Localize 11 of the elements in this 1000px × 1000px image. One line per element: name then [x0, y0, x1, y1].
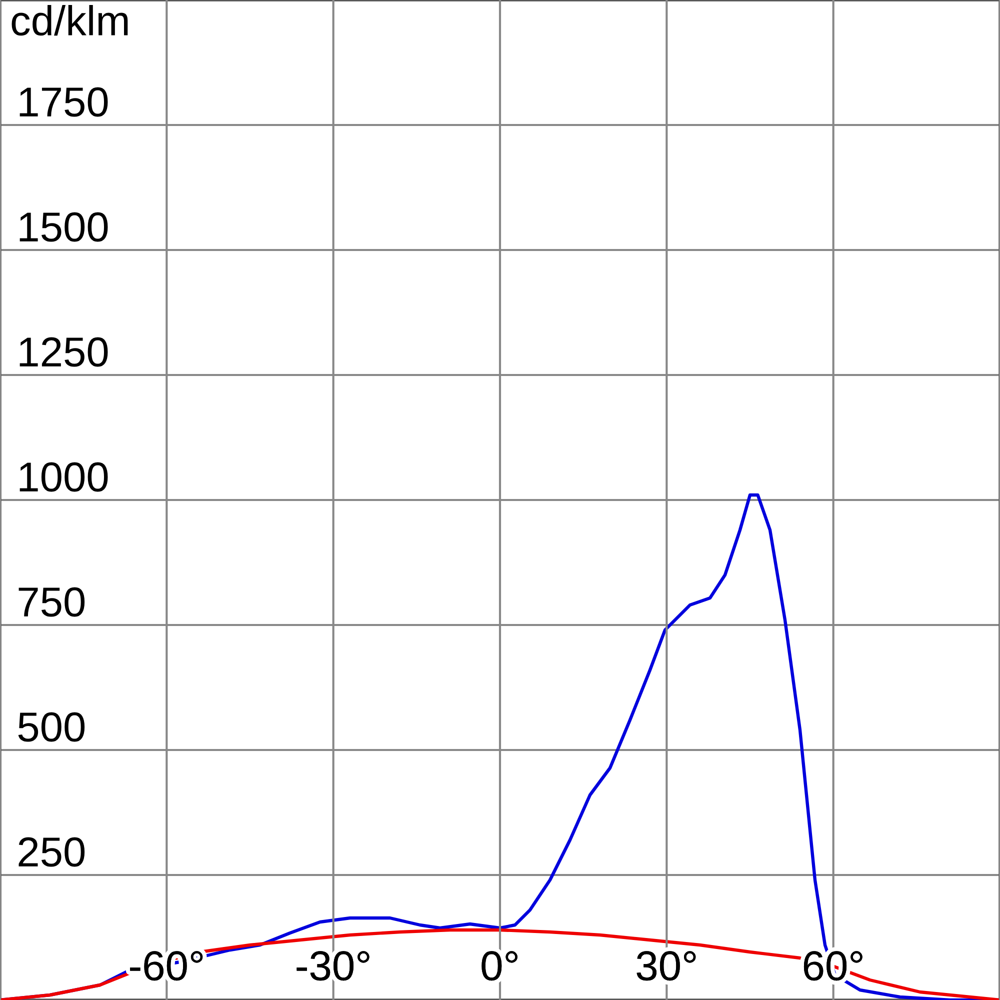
- y-axis-title: cd/klm: [12, 5, 128, 36]
- x-tick-label: 0°: [482, 951, 518, 981]
- y-tick-label: 1250: [20, 337, 108, 367]
- y-tick-label: 500: [18, 712, 85, 742]
- y-tick-label: 1750: [20, 87, 108, 117]
- y-tick-label: 250: [18, 837, 85, 867]
- x-tick-label: -30°: [296, 951, 370, 981]
- y-tick-label: 1000: [20, 462, 108, 492]
- x-tick-label: 30°: [636, 951, 696, 981]
- y-tick-label: 750: [18, 587, 85, 617]
- y-tick-label: 1500: [20, 212, 108, 242]
